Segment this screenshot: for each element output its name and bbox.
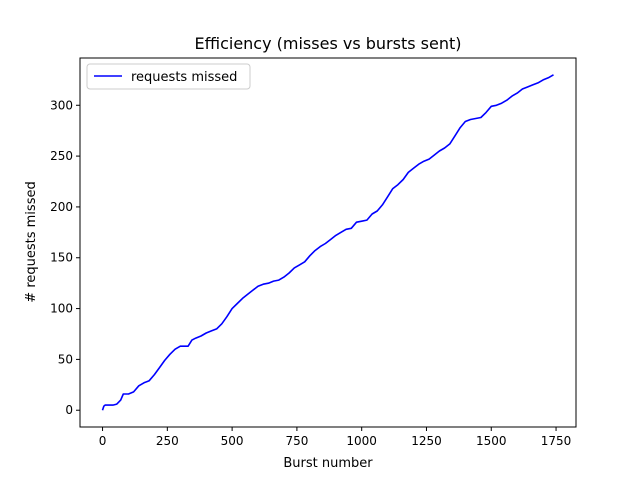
x-tick-label: 1500 xyxy=(476,434,507,448)
x-tick-label: 750 xyxy=(285,434,308,448)
x-tick-label: 1000 xyxy=(346,434,377,448)
x-tick-label: 0 xyxy=(99,434,107,448)
axes-frame xyxy=(79,57,577,428)
x-tick-label: 500 xyxy=(221,434,244,448)
y-axis: 0 50 100 150 200 250 300 xyxy=(50,98,80,417)
legend: requests missed xyxy=(86,63,251,90)
y-tick-label: 100 xyxy=(50,302,73,316)
x-axis: 0 250 500 750 1000 1250 1500 1750 xyxy=(99,427,572,448)
y-tick-label: 300 xyxy=(50,98,73,112)
y-tick-label: 0 xyxy=(65,403,73,417)
x-tick-label: 250 xyxy=(156,434,179,448)
x-tick-label: 1750 xyxy=(541,434,572,448)
y-tick-label: 50 xyxy=(58,352,73,366)
chart-title: Efficiency (misses vs bursts sent) xyxy=(195,34,462,53)
y-tick-label: 150 xyxy=(50,251,73,265)
x-tick-label: 1250 xyxy=(411,434,442,448)
plot-area xyxy=(101,74,554,411)
series-line-requests-missed xyxy=(101,74,554,411)
y-tick-label: 200 xyxy=(50,200,73,214)
legend-box xyxy=(86,63,251,90)
legend-label: requests missed xyxy=(131,70,237,85)
y-axis-label: # requests missed xyxy=(24,181,39,302)
y-tick-label: 250 xyxy=(50,149,73,163)
x-axis-label: Burst number xyxy=(283,456,373,471)
